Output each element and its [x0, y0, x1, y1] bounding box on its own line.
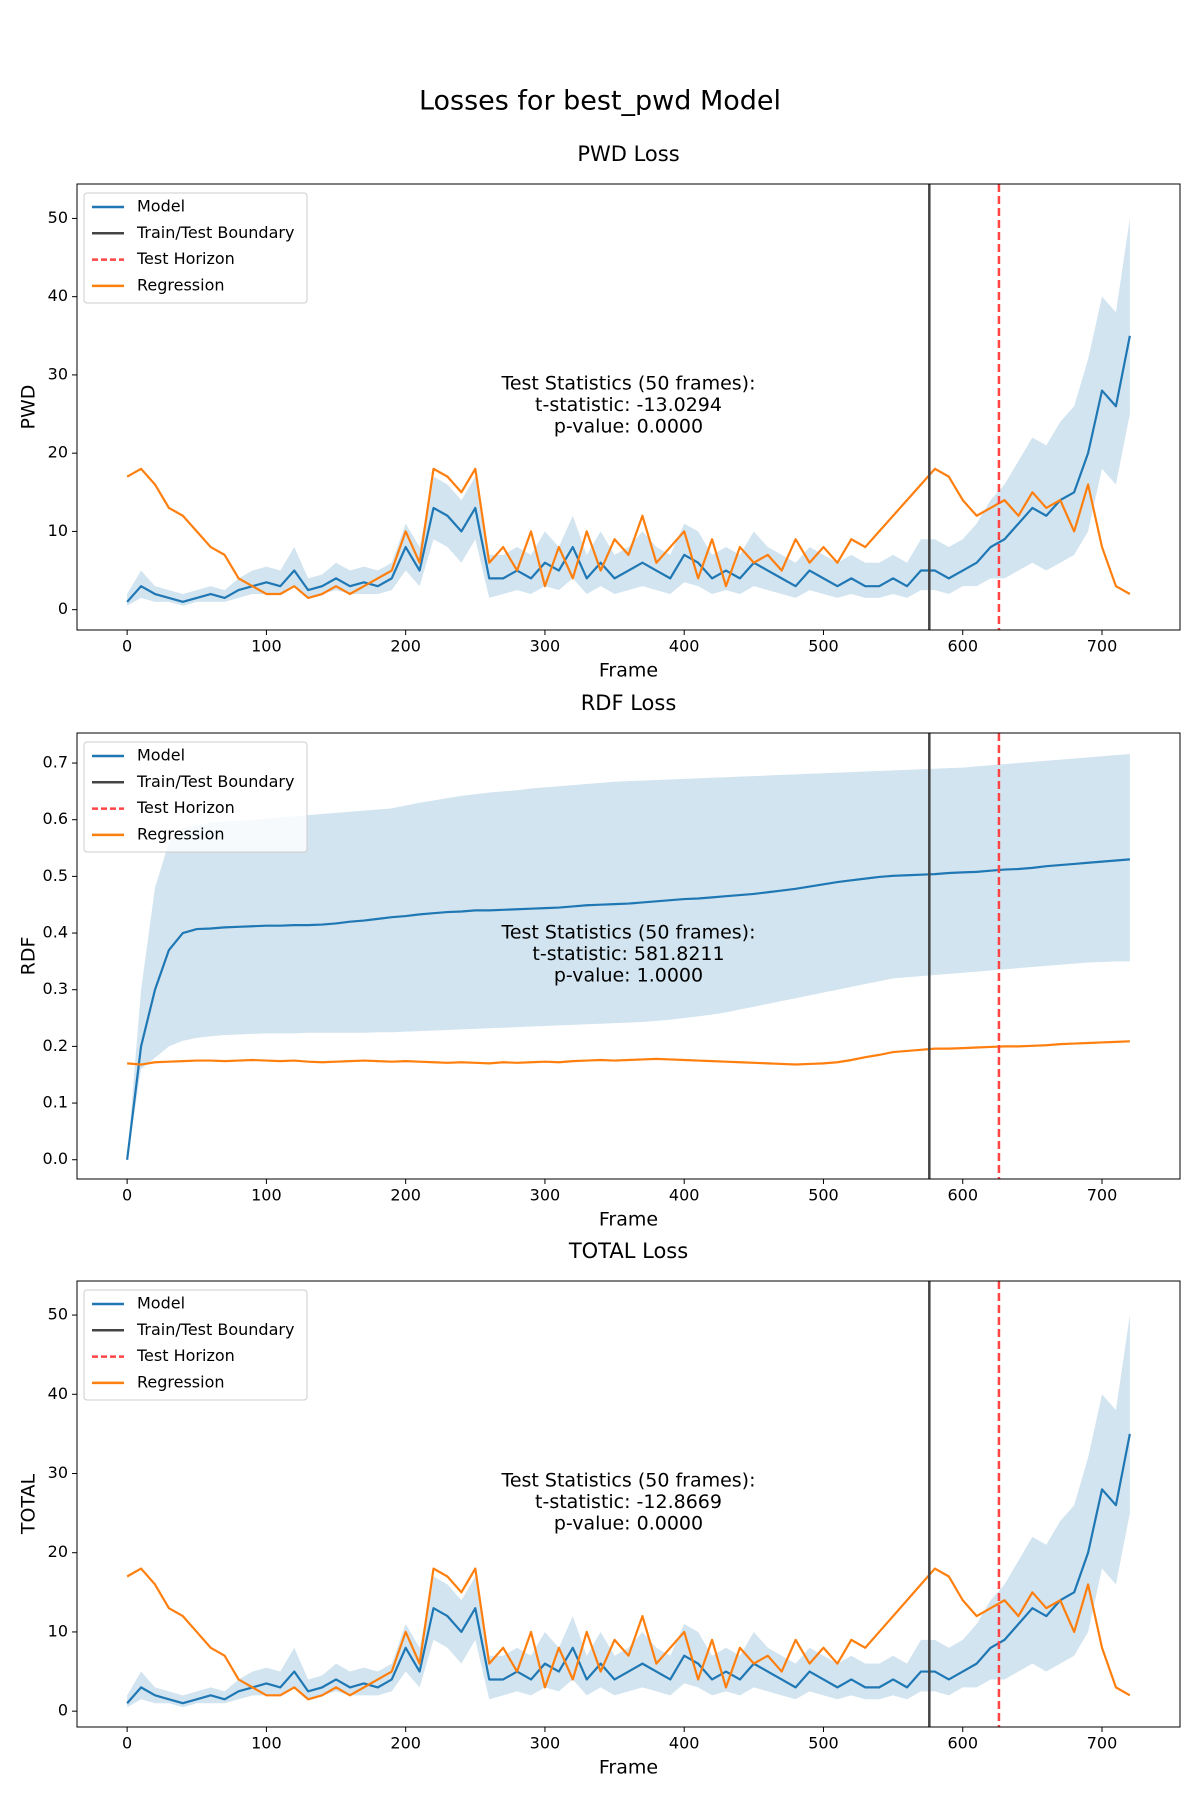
legend: Model Train/Test Boundary Test Horizon Regr… [83, 741, 308, 853]
legend-label: Model [137, 746, 185, 765]
y-tick-label: 50 [48, 1305, 68, 1324]
x-tick-label: 700 [1087, 1186, 1118, 1205]
legend: Model Train/Test Boundary Test Horizon Regr… [83, 1289, 308, 1401]
annotation: p-value: 1.0000 [554, 965, 703, 987]
annotation: t-statistic: 581.8211 [532, 943, 724, 965]
axes-frame [76, 1280, 1181, 1728]
x-tick-label: 300 [530, 1734, 561, 1753]
x-tick-label: 100 [251, 1734, 282, 1753]
y-tick-label: 0.0 [43, 1149, 68, 1168]
x-tick-label: 500 [808, 1186, 839, 1205]
legend-label: Regression [137, 275, 225, 294]
y-tick-label: 0.2 [43, 1036, 68, 1055]
subplot-title: RDF Loss [581, 691, 677, 715]
x-tick-label: 300 [530, 1186, 561, 1205]
series-line [126, 467, 1131, 600]
x-tick-label: 200 [390, 1186, 421, 1205]
y-tick-label: 50 [48, 208, 68, 227]
series-line [127, 1040, 1130, 1066]
x-tick-label: 700 [1087, 1734, 1118, 1753]
y-tick-label: 10 [48, 521, 68, 540]
x-tick-label: 100 [251, 1186, 282, 1205]
y-tick-label: 30 [48, 364, 68, 383]
legend-box [83, 192, 308, 304]
x-tick-label: 500 [808, 1734, 839, 1753]
x-tick-label: 400 [669, 637, 700, 656]
x-tick-label: 200 [390, 637, 421, 656]
legend-label: Train/Test Boundary [136, 772, 294, 791]
legend-label: Test Horizon [136, 249, 235, 268]
plot-area [126, 733, 1130, 1179]
axes-frame [76, 183, 1181, 631]
x-tick-label: 300 [530, 637, 561, 656]
y-axis-label: PWD [18, 385, 40, 430]
y-axis-label: RDF [18, 937, 40, 976]
series-line [126, 858, 1130, 1160]
x-tick-label: 700 [1087, 637, 1118, 656]
x-tick-label: 0 [122, 1734, 132, 1753]
x-axis-label: Frame [599, 1757, 658, 1779]
plot-area [126, 1281, 1131, 1727]
x-axis-label: Frame [599, 1209, 658, 1231]
x-tick-label: 100 [251, 637, 282, 656]
x-tick-label: 600 [947, 1734, 978, 1753]
y-tick-label: 20 [48, 1542, 68, 1561]
legend-label: Model [137, 197, 185, 216]
legend-label: Regression [137, 824, 225, 843]
legend-box [83, 1289, 308, 1401]
y-tick-label: 10 [48, 1621, 68, 1640]
annotation: Test Statistics (50 frames): [500, 1470, 755, 1492]
x-tick-label: 200 [390, 1734, 421, 1753]
x-axis-label: Frame [599, 660, 658, 682]
subplot: PWD Loss Frame PWD 0 100 200 300 400 500 600 700 0 1… [18, 142, 1181, 682]
subplot-title: TOTAL Loss [568, 1239, 688, 1263]
y-tick-label: 0.3 [43, 979, 68, 998]
x-tick-label: 0 [122, 1186, 132, 1205]
series-line [126, 1433, 1131, 1705]
legend-label: Train/Test Boundary [136, 223, 294, 242]
series-line [126, 335, 1131, 603]
y-tick-label: 0.7 [43, 753, 68, 772]
y-tick-label: 40 [48, 286, 68, 305]
annotation: Test Statistics (50 frames): [500, 922, 755, 944]
annotation: p-value: 0.0000 [554, 1513, 703, 1535]
confidence-band [127, 753, 1130, 1160]
legend: Model Train/Test Boundary Test Horizon Regr… [83, 192, 308, 304]
legend-label: Test Horizon [136, 798, 235, 817]
annotation: t-statistic: -13.0294 [535, 394, 722, 416]
figure-title: Losses for best_pwd Model [419, 86, 781, 117]
y-tick-label: 0.1 [43, 1093, 68, 1112]
x-tick-label: 600 [947, 637, 978, 656]
x-tick-label: 400 [669, 1734, 700, 1753]
annotation: Test Statistics (50 frames): [500, 373, 755, 395]
legend-label: Test Horizon [136, 1346, 235, 1365]
y-tick-label: 40 [48, 1384, 68, 1403]
y-tick-label: 0 [58, 599, 68, 618]
annotation: p-value: 0.0000 [554, 416, 703, 438]
x-tick-label: 400 [669, 1186, 700, 1205]
annotation: t-statistic: -12.8669 [535, 1491, 722, 1513]
legend-label: Model [137, 1294, 185, 1313]
series-line [126, 1567, 1131, 1701]
subplot-title: PWD Loss [577, 142, 679, 166]
legend-label: Train/Test Boundary [136, 1320, 294, 1339]
axes-frame [76, 732, 1181, 1180]
y-tick-label: 20 [48, 443, 68, 462]
y-axis-label: TOTAL [18, 1473, 40, 1535]
x-tick-label: 600 [947, 1186, 978, 1205]
x-tick-label: 500 [808, 637, 839, 656]
legend-box [83, 741, 308, 853]
y-tick-label: 0.6 [43, 809, 68, 828]
x-tick-label: 0 [122, 637, 132, 656]
plot-area [126, 184, 1131, 630]
subplot: RDF Loss Frame RDF 0 100 200 300 400 500 600 700 0.… [18, 691, 1181, 1231]
legend-label: Regression [137, 1372, 225, 1391]
y-tick-label: 0 [58, 1701, 68, 1720]
y-tick-label: 0.4 [43, 923, 68, 942]
y-tick-label: 0.5 [43, 866, 68, 885]
y-tick-label: 30 [48, 1463, 68, 1482]
